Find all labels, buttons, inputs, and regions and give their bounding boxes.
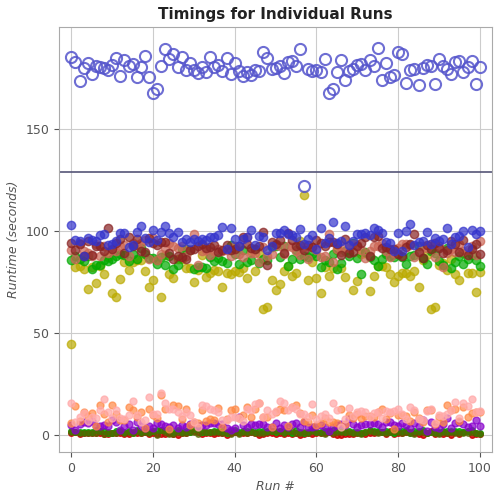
- Title: Timings for Individual Runs: Timings for Individual Runs: [158, 7, 393, 22]
- X-axis label: Run #: Run #: [256, 480, 295, 493]
- Y-axis label: Runtime (seconds): Runtime (seconds): [7, 181, 20, 298]
